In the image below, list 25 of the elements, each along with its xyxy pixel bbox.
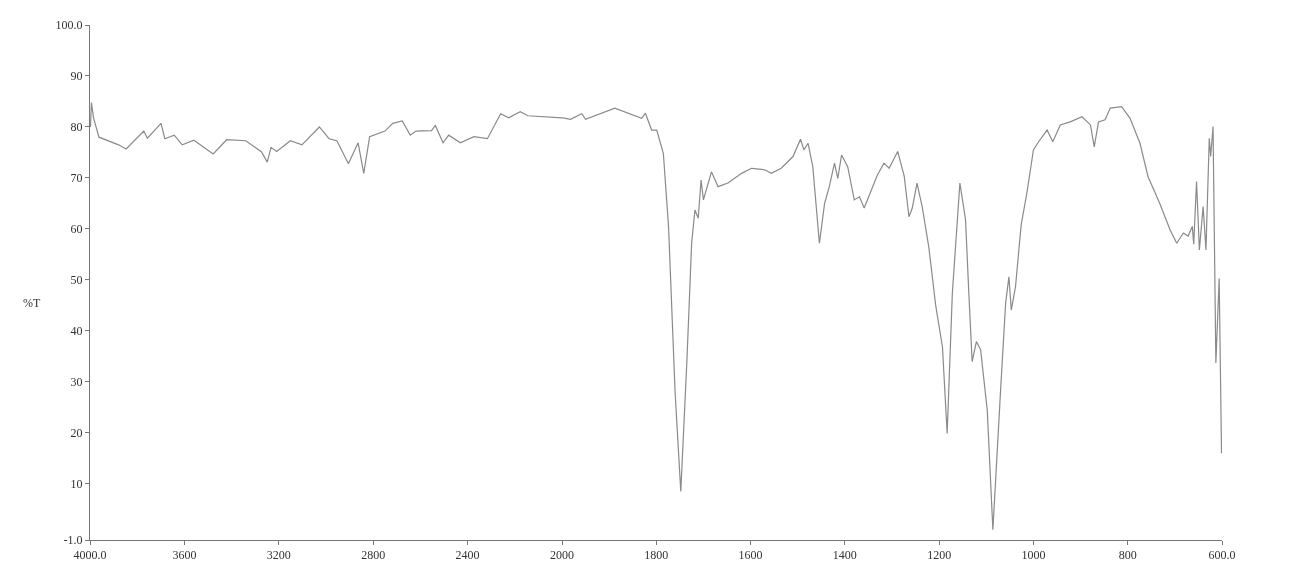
- y-tick-label: 30: [70, 375, 83, 390]
- y-tick-label: 90: [70, 69, 83, 84]
- x-tick-label: 800: [1118, 548, 1137, 563]
- y-tick-label: 70: [70, 171, 83, 186]
- x-tick-label: 4000.0: [73, 548, 107, 563]
- x-tick-label: 1600: [738, 548, 763, 563]
- x-tick-label: 2400: [455, 548, 480, 563]
- y-tick-label: 40: [70, 324, 83, 339]
- x-tick-label: 1000: [1021, 548, 1046, 563]
- y-tick-label: -1.0: [63, 533, 83, 548]
- y-tick-label: 10: [70, 477, 83, 492]
- x-tick-label: 600.0: [1208, 548, 1236, 563]
- x-tick-label: 3600: [172, 548, 197, 563]
- y-tick-label: 50: [70, 273, 83, 288]
- x-tick-label: 2000: [550, 548, 574, 563]
- x-tick-label: 3200: [266, 548, 291, 563]
- y-axis-title: %T: [23, 296, 41, 310]
- x-tick-label: 1400: [832, 548, 857, 563]
- y-tick-label: 60: [70, 222, 83, 237]
- y-tick-label: 80: [70, 120, 83, 135]
- x-tick-label: 1800: [644, 548, 669, 563]
- y-tick-label: 100.0: [55, 18, 83, 33]
- x-tick-label: 2800: [361, 548, 386, 563]
- y-tick-label: 20: [70, 426, 83, 441]
- x-tick-label: 1200: [927, 548, 952, 563]
